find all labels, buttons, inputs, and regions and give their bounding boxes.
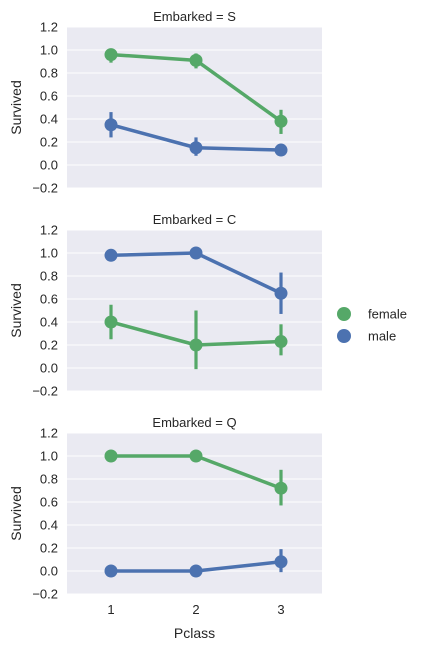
legend [337,307,351,343]
data-point-male [105,249,118,262]
y-tick-label: 0.8 [40,269,58,284]
data-point-male [190,141,203,154]
y-tick-label: 0.6 [40,89,58,104]
legend-label-male: male [368,329,396,344]
data-point-female [105,316,118,329]
y-tick-label: 0.2 [40,338,58,353]
y-tick-label: 0.6 [40,495,58,510]
y-tick-label: 1.0 [40,449,58,464]
y-tick-label: 0.0 [40,564,58,579]
x-tick-label: 3 [277,602,284,617]
legend-marker-male [337,329,351,343]
y-tick-label: 1.0 [40,43,58,58]
x-tick-label: 1 [107,602,114,617]
facet-panel-1 [67,27,322,188]
data-point-male [275,144,288,157]
y-tick-label: 0.4 [40,112,58,127]
data-point-female [275,115,288,128]
data-point-female [275,335,288,348]
y-tick-label: 0.2 [40,135,58,150]
legend-marker-female [337,307,351,321]
y-axis-label: Survived [8,80,24,134]
data-point-male [105,565,118,578]
data-point-male [275,555,288,568]
y-axis-label: Survived [8,486,24,540]
data-point-female [190,450,203,463]
panel-title: Embarked = S [153,9,236,24]
panel-title: Embarked = C [153,212,236,227]
y-tick-label: 1.2 [40,426,58,441]
y-tick-label: −0.2 [32,384,58,399]
data-point-female [190,339,203,352]
y-tick-label: 0.4 [40,315,58,330]
data-point-male [275,287,288,300]
x-tick-label: 2 [192,602,199,617]
y-tick-label: 0.4 [40,518,58,533]
y-tick-label: −0.2 [32,587,58,602]
y-tick-label: −0.2 [32,181,58,196]
y-tick-label: 0.8 [40,66,58,81]
y-tick-label: 0.2 [40,541,58,556]
y-tick-label: 0.6 [40,292,58,307]
data-point-female [105,450,118,463]
facet-panel-3 [67,433,322,594]
panel-title: Embarked = Q [152,415,236,430]
y-tick-label: 1.2 [40,20,58,35]
data-point-female [275,482,288,495]
legend-label-female: female [368,307,407,322]
data-point-male [190,247,203,260]
y-tick-label: 0.0 [40,158,58,173]
facet-panel-2 [67,230,322,391]
plot-area [67,27,322,188]
y-tick-label: 0.8 [40,472,58,487]
y-tick-label: 1.0 [40,246,58,261]
data-point-female [105,48,118,61]
data-point-female [190,54,203,67]
x-axis-label: Pclass [174,625,215,641]
y-axis-label: Survived [8,283,24,337]
y-tick-label: 0.0 [40,361,58,376]
data-point-male [190,565,203,578]
y-tick-label: 1.2 [40,223,58,238]
data-point-male [105,118,118,131]
